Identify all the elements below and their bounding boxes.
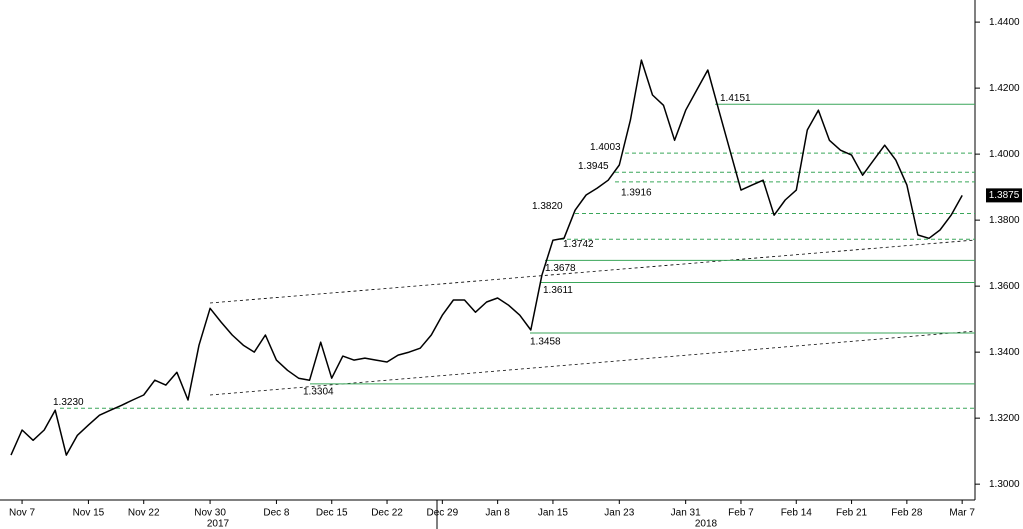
x-tick-label: Feb 7 xyxy=(728,508,754,519)
x-tick-label: Nov 22 xyxy=(128,508,160,519)
level-label: 1.3678 xyxy=(545,263,576,274)
y-tick-label: 1.3800 xyxy=(989,215,1020,226)
x-tick-label: Feb 14 xyxy=(781,508,813,519)
level-label: 1.3820 xyxy=(532,201,563,212)
year-label: 2017 xyxy=(207,519,230,529)
level-label: 1.3742 xyxy=(563,239,594,250)
x-tick-label: Jan 8 xyxy=(485,508,510,519)
y-tick-label: 1.4000 xyxy=(989,149,1020,160)
x-tick-label: Nov 30 xyxy=(194,508,226,519)
x-tick-label: Feb 21 xyxy=(836,508,868,519)
y-tick-label: 1.3400 xyxy=(989,347,1020,358)
level-label: 1.4151 xyxy=(720,93,751,104)
x-tick-label: Jan 15 xyxy=(538,508,568,519)
level-label: 1.3304 xyxy=(303,386,334,397)
x-tick-label: Dec 29 xyxy=(426,508,458,519)
y-tick-label: 1.3200 xyxy=(989,413,1020,424)
y-tick-label: 1.3000 xyxy=(989,479,1020,490)
x-tick-label: Nov 7 xyxy=(9,508,36,519)
last-price-box xyxy=(986,188,1022,203)
y-tick-label: 1.4200 xyxy=(989,83,1020,94)
last-price-label: 1.3875 xyxy=(989,190,1020,201)
trend-line xyxy=(209,239,976,304)
level-label: 1.3458 xyxy=(530,337,561,348)
x-tick-label: Dec 8 xyxy=(263,508,290,519)
level-label: 1.3916 xyxy=(621,187,652,198)
x-tick-label: Nov 15 xyxy=(73,508,105,519)
x-tick-label: Jan 23 xyxy=(604,508,634,519)
x-tick-label: Dec 15 xyxy=(316,508,348,519)
level-label: 1.4003 xyxy=(590,142,621,153)
price-line xyxy=(10,59,963,456)
level-label: 1.3611 xyxy=(543,285,573,296)
x-tick-label: Feb 28 xyxy=(891,508,923,519)
x-tick-label: Dec 22 xyxy=(371,508,403,519)
y-tick-label: 1.3600 xyxy=(989,281,1020,292)
trend-line xyxy=(209,330,976,396)
year-label: 2018 xyxy=(695,519,718,529)
y-tick-label: 1.4400 xyxy=(989,17,1020,28)
level-label: 1.3945 xyxy=(578,161,609,172)
x-tick-label: Jan 31 xyxy=(671,508,701,519)
level-label: 1.3230 xyxy=(53,397,84,408)
x-tick-label: Mar 7 xyxy=(949,508,975,519)
